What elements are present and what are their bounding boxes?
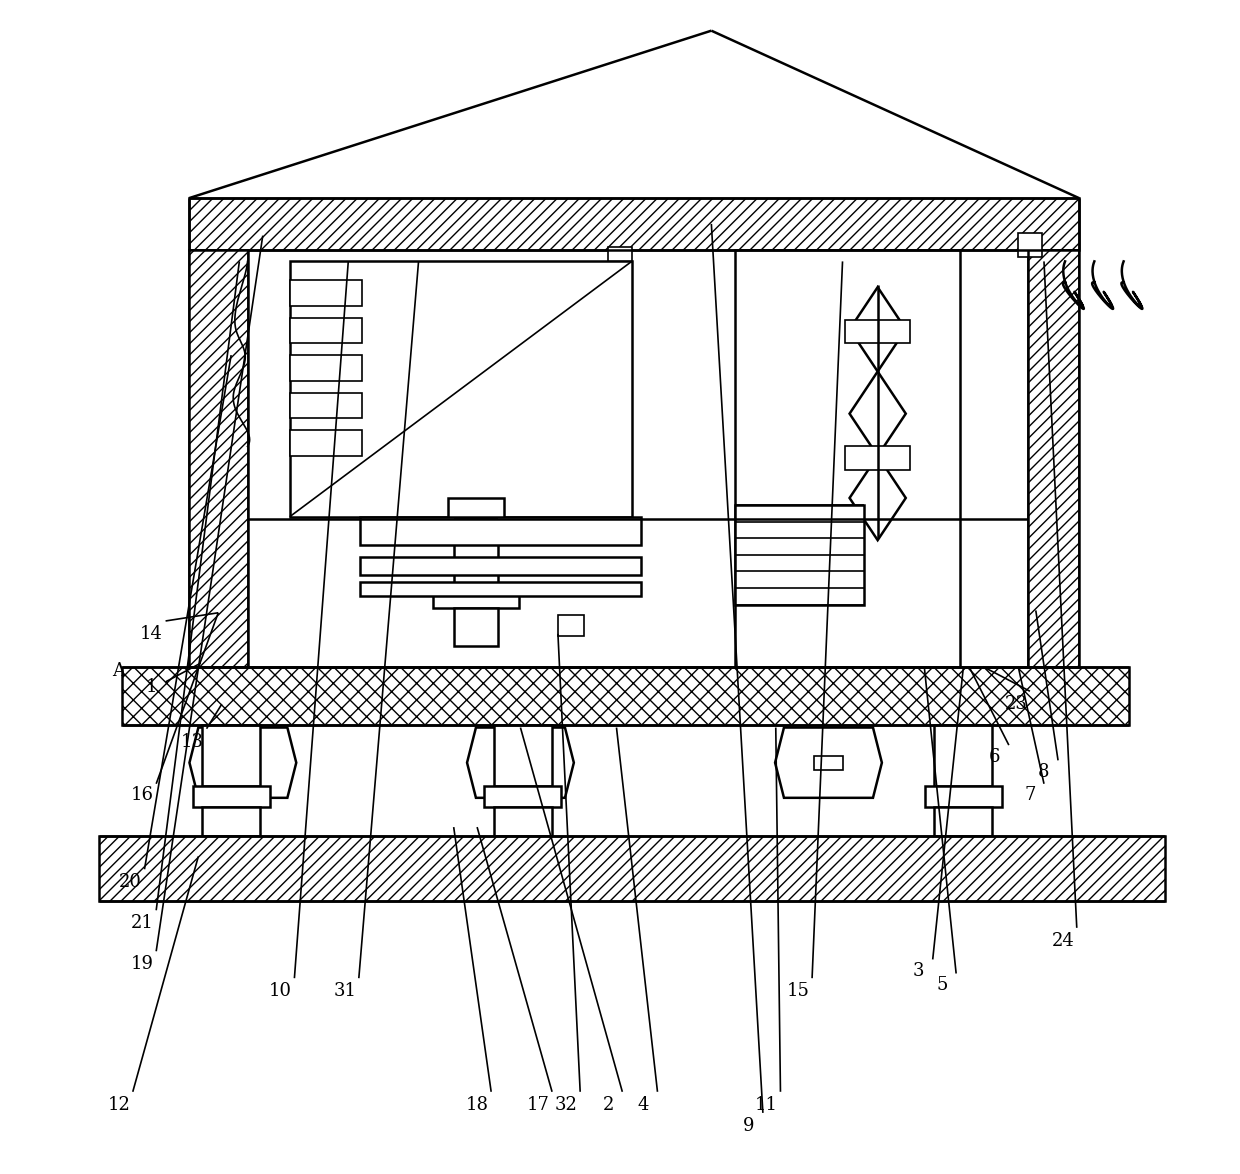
Text: 3: 3 <box>913 963 924 980</box>
Bar <box>123 667 1130 726</box>
Text: 15: 15 <box>786 983 810 1000</box>
Bar <box>934 808 992 836</box>
Text: 5: 5 <box>936 977 947 994</box>
Text: 4: 4 <box>637 1095 649 1114</box>
Text: 23: 23 <box>1004 695 1027 713</box>
Bar <box>290 262 631 517</box>
Bar <box>202 726 260 787</box>
Bar <box>609 248 631 262</box>
Bar <box>290 281 362 306</box>
Bar <box>925 787 1002 808</box>
Text: 10: 10 <box>269 983 291 1000</box>
Bar <box>360 556 641 575</box>
Bar <box>454 608 498 646</box>
Bar <box>290 392 362 418</box>
Bar <box>202 808 260 836</box>
Bar <box>99 836 1164 900</box>
Bar <box>454 519 498 587</box>
Bar <box>229 756 257 770</box>
Bar <box>735 250 960 667</box>
Text: 11: 11 <box>755 1095 777 1114</box>
Text: 13: 13 <box>181 733 205 750</box>
Text: 16: 16 <box>130 787 154 804</box>
Bar <box>815 756 842 770</box>
Text: 7: 7 <box>1024 787 1035 804</box>
Text: 21: 21 <box>130 915 154 932</box>
Bar <box>934 726 992 787</box>
Text: 19: 19 <box>130 956 154 973</box>
Bar <box>192 787 270 808</box>
Bar <box>290 355 362 380</box>
Bar <box>290 318 362 343</box>
Bar <box>188 198 1079 250</box>
Bar <box>188 250 248 667</box>
Bar <box>433 587 520 608</box>
Text: 20: 20 <box>119 873 141 891</box>
Bar <box>494 808 552 836</box>
Text: 9: 9 <box>743 1116 755 1135</box>
Text: 1: 1 <box>146 677 157 695</box>
Text: 32: 32 <box>554 1095 578 1114</box>
Bar <box>494 726 552 787</box>
Bar <box>506 756 534 770</box>
Bar <box>360 517 641 545</box>
Bar <box>360 582 641 596</box>
Bar <box>846 321 910 343</box>
Bar <box>448 498 503 519</box>
Bar <box>1018 234 1042 257</box>
Bar <box>290 430 362 456</box>
Text: 2: 2 <box>603 1095 614 1114</box>
Bar <box>484 787 562 808</box>
Text: 18: 18 <box>465 1095 489 1114</box>
Text: A: A <box>112 662 125 680</box>
Text: 17: 17 <box>527 1095 549 1114</box>
Bar <box>558 615 584 636</box>
Text: 14: 14 <box>140 625 162 643</box>
Text: 12: 12 <box>108 1095 130 1114</box>
Text: 8: 8 <box>1038 763 1050 781</box>
Bar <box>846 446 910 470</box>
Text: 24: 24 <box>1052 932 1074 950</box>
Bar <box>1028 250 1079 667</box>
Text: 6: 6 <box>990 748 1001 765</box>
Bar <box>735 505 863 605</box>
Text: 31: 31 <box>334 983 356 1000</box>
